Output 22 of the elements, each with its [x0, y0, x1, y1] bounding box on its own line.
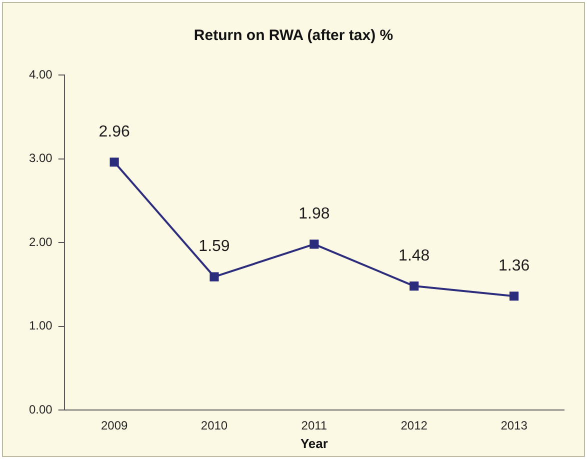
data-label: 1.36 — [498, 258, 530, 275]
data-label: 1.48 — [398, 247, 430, 264]
point — [210, 272, 219, 282]
point — [310, 240, 319, 249]
x-axis-title: Year — [300, 436, 328, 451]
point — [510, 292, 519, 301]
point — [410, 282, 419, 291]
y-tick-label: 3.00 — [28, 151, 53, 166]
y-tick-label: 1.00 — [28, 318, 53, 333]
x-tick-label: 2011 — [301, 418, 328, 433]
x-tick-label: 2010 — [200, 418, 228, 433]
data-label: 2.96 — [98, 124, 130, 141]
chart-title: Return on RWA (after tax) % — [194, 27, 394, 44]
x-tick-label: 2009 — [100, 418, 128, 433]
x-tick-label: 2013 — [500, 418, 528, 433]
y-tick-label: 2.00 — [28, 234, 53, 249]
x-tick-label: 2012 — [400, 418, 428, 433]
y-tick-label: 0.00 — [28, 402, 53, 416]
data-label: 1.98 — [298, 206, 330, 223]
point — [110, 158, 119, 167]
data-label: 1.59 — [198, 238, 230, 256]
y-tick-label: 4.00 — [28, 67, 53, 82]
